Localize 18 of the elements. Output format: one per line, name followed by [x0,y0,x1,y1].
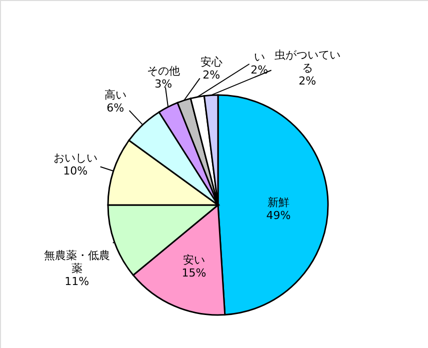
data-label: 2% [250,64,268,77]
slice-label: おいしい [53,152,98,165]
slice-label: 新鮮 [267,196,290,210]
data-label: 10% [63,164,88,178]
slice-label: 高い [104,88,126,102]
data-label: 2% [298,74,316,88]
slice-label: 安心 [200,55,222,68]
slice-label: 安い [182,254,205,267]
slice-label: 虫がついている [274,48,340,74]
slice-label: い [254,50,265,64]
data-label: 49% [266,209,291,222]
data-label: 3% [154,77,172,90]
data-label: 6% [106,102,124,115]
slice-label: その他 [146,64,180,78]
data-label: 2% [202,68,220,82]
slice-label: 無農薬・低農薬 [44,248,110,275]
data-label: 11% [64,274,90,288]
data-label: 15% [182,266,206,280]
